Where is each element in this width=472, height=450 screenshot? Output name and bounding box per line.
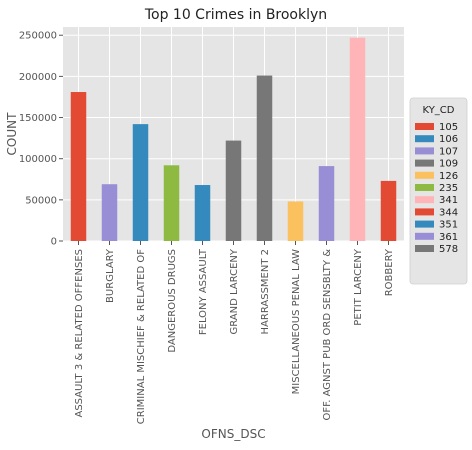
bar xyxy=(256,75,273,241)
legend-label: 578 xyxy=(439,244,458,255)
legend-label: 344 xyxy=(439,207,458,218)
x-tick-label: ASSAULT 3 & RELATED OFFENSES xyxy=(74,249,85,418)
y-tick-label: 150000 xyxy=(19,113,57,124)
legend-swatch xyxy=(415,171,434,179)
legend-label: 361 xyxy=(439,232,458,243)
y-axis-title: COUNT xyxy=(5,112,19,156)
legend-swatch xyxy=(415,184,434,191)
y-tick-label: 100000 xyxy=(19,154,57,165)
chart-title: Top 10 Crimes in Brooklyn xyxy=(144,7,327,23)
bar xyxy=(349,37,366,242)
bar xyxy=(101,184,118,241)
x-tick-label: DANGEROUS DRUGS xyxy=(167,249,178,353)
y-tick-label: 250000 xyxy=(19,31,57,42)
bar xyxy=(70,92,87,242)
legend-swatch xyxy=(415,196,434,204)
bar xyxy=(163,165,180,241)
y-tick-label: 50000 xyxy=(25,195,57,206)
bar xyxy=(225,140,242,241)
x-tick-label: MISCELLANEOUS PENAL LAW xyxy=(291,249,302,394)
x-axis-ticks: ASSAULT 3 & RELATED OFFENSES BURGLARY CRIM… xyxy=(74,241,395,424)
bar xyxy=(194,185,211,241)
legend-swatch xyxy=(415,135,434,143)
legend-label: 105 xyxy=(439,122,458,133)
bar xyxy=(132,124,149,241)
bar xyxy=(380,180,397,241)
legend-label: 107 xyxy=(439,146,458,157)
x-tick-label: GRAND LARCENY xyxy=(229,248,240,334)
legend-swatch xyxy=(415,208,434,216)
bars xyxy=(70,37,397,242)
y-tick-label: 200000 xyxy=(19,72,57,83)
x-axis-title: OFNS_DSC xyxy=(201,427,265,441)
x-tick-label: FELONY ASSAULT xyxy=(198,248,209,335)
legend-label: 235 xyxy=(439,183,458,194)
x-tick-label: OFF. AGNST PUB ORD SENSBLTY & xyxy=(322,249,333,421)
legend-label: 106 xyxy=(439,134,458,145)
legend-swatch xyxy=(415,220,434,228)
y-axis-ticks: 0 50000 100000 150000 200000 250000 xyxy=(19,31,63,248)
legend-swatch xyxy=(415,232,434,240)
legend-label: 351 xyxy=(439,220,458,231)
legend-label: 126 xyxy=(439,171,458,182)
legend-swatch xyxy=(415,245,434,252)
legend-label: 109 xyxy=(439,159,458,170)
x-tick-label: BURGLARY xyxy=(105,248,116,303)
x-tick-label: CRIMINAL MISCHIEF & RELATED OF xyxy=(136,249,147,424)
x-tick-label: HARRASSMENT 2 xyxy=(260,249,271,334)
bar xyxy=(287,201,304,241)
legend-label: 341 xyxy=(439,195,458,206)
x-tick-label: PETIT LARCENY xyxy=(353,248,364,326)
legend-swatch xyxy=(415,123,434,130)
legend-swatch xyxy=(415,159,434,167)
x-tick-label: ROBBERY xyxy=(384,248,395,296)
legend-swatch xyxy=(415,147,434,155)
legend-title: KY_CD xyxy=(423,105,455,116)
y-tick-label: 0 xyxy=(51,237,57,248)
bar xyxy=(318,166,335,241)
